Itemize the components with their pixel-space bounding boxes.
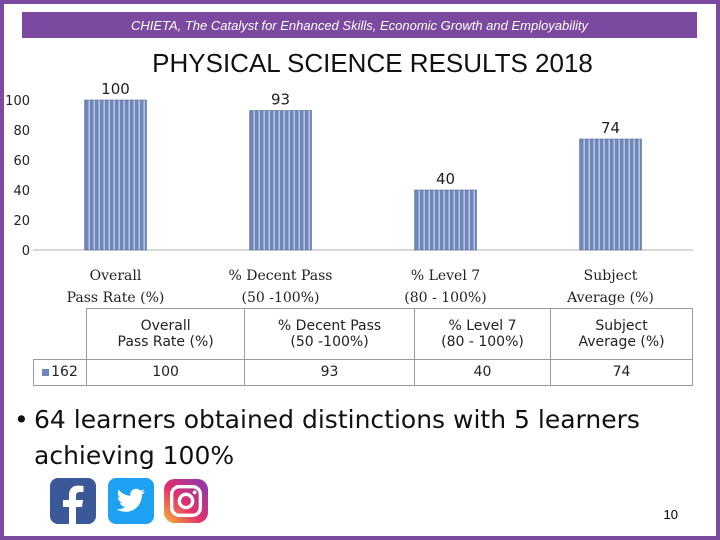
x-category-label: % Decent Pass: [229, 268, 333, 284]
bullet-dot: •: [14, 405, 29, 434]
y-tick-label: 80: [13, 124, 30, 139]
bar: [84, 99, 147, 251]
y-tick-label: 0: [22, 244, 30, 259]
table-cell: 74: [550, 358, 693, 387]
y-tick-label: 40: [13, 184, 30, 199]
x-category-label: Average (%): [566, 290, 654, 306]
x-category-label: (50 -100%): [242, 290, 320, 306]
table-header: % Decent Pass (50 -100%): [244, 308, 415, 360]
banner-text: CHIETA, The Catalyst for Enhanced Skills…: [130, 17, 589, 33]
table-header: % Level 7 (80 - 100%): [413, 308, 552, 360]
bullet-point: • 64 learners obtained distinctions with…: [14, 402, 714, 474]
table-cell: 93: [244, 358, 415, 387]
x-category-label: Subject: [584, 268, 638, 284]
table-header: Overall Pass Rate (%): [85, 308, 246, 360]
table-header: Subject Average (%): [550, 308, 693, 360]
header-banner: CHIETA, The Catalyst for Enhanced Skills…: [22, 12, 697, 38]
data-label: 93: [271, 91, 290, 109]
y-tick-label: 20: [13, 214, 30, 229]
x-category-label: Pass Rate (%): [67, 290, 165, 306]
twitter-icon[interactable]: [108, 478, 154, 524]
bar-chart: 0 20 40 60 80 100 100 93 40 74 Overall Pass Rate …: [5, 80, 693, 306]
table-cell: 100: [85, 358, 246, 387]
chart-title: PHYSICAL SCIENCE RESULTS 2018: [152, 48, 593, 78]
data-label: 40: [436, 170, 455, 188]
legend-key: [42, 368, 50, 376]
y-tick-label: 100: [5, 94, 30, 109]
table-row-label: 162: [33, 358, 87, 387]
data-label: 74: [601, 119, 620, 137]
instagram-icon[interactable]: [164, 478, 208, 524]
data-label: 100: [101, 80, 130, 98]
table-corner: [34, 309, 87, 360]
y-tick-label: 60: [13, 154, 30, 169]
bar: [249, 110, 312, 251]
table-cell: 40: [413, 358, 552, 387]
x-category-label: Overall: [90, 268, 142, 284]
x-category-label: (80 - 100%): [404, 290, 486, 306]
bullet-text: 64 learners obtained distinctions with 5…: [34, 405, 640, 470]
x-category-label: % Level 7: [411, 268, 480, 284]
page-number: 10: [663, 507, 678, 522]
bar: [414, 189, 477, 251]
facebook-icon[interactable]: [50, 478, 96, 524]
data-table: Overall Pass Rate (%) % Decent Pass (50 -1…: [33, 308, 693, 387]
bar: [579, 138, 642, 251]
